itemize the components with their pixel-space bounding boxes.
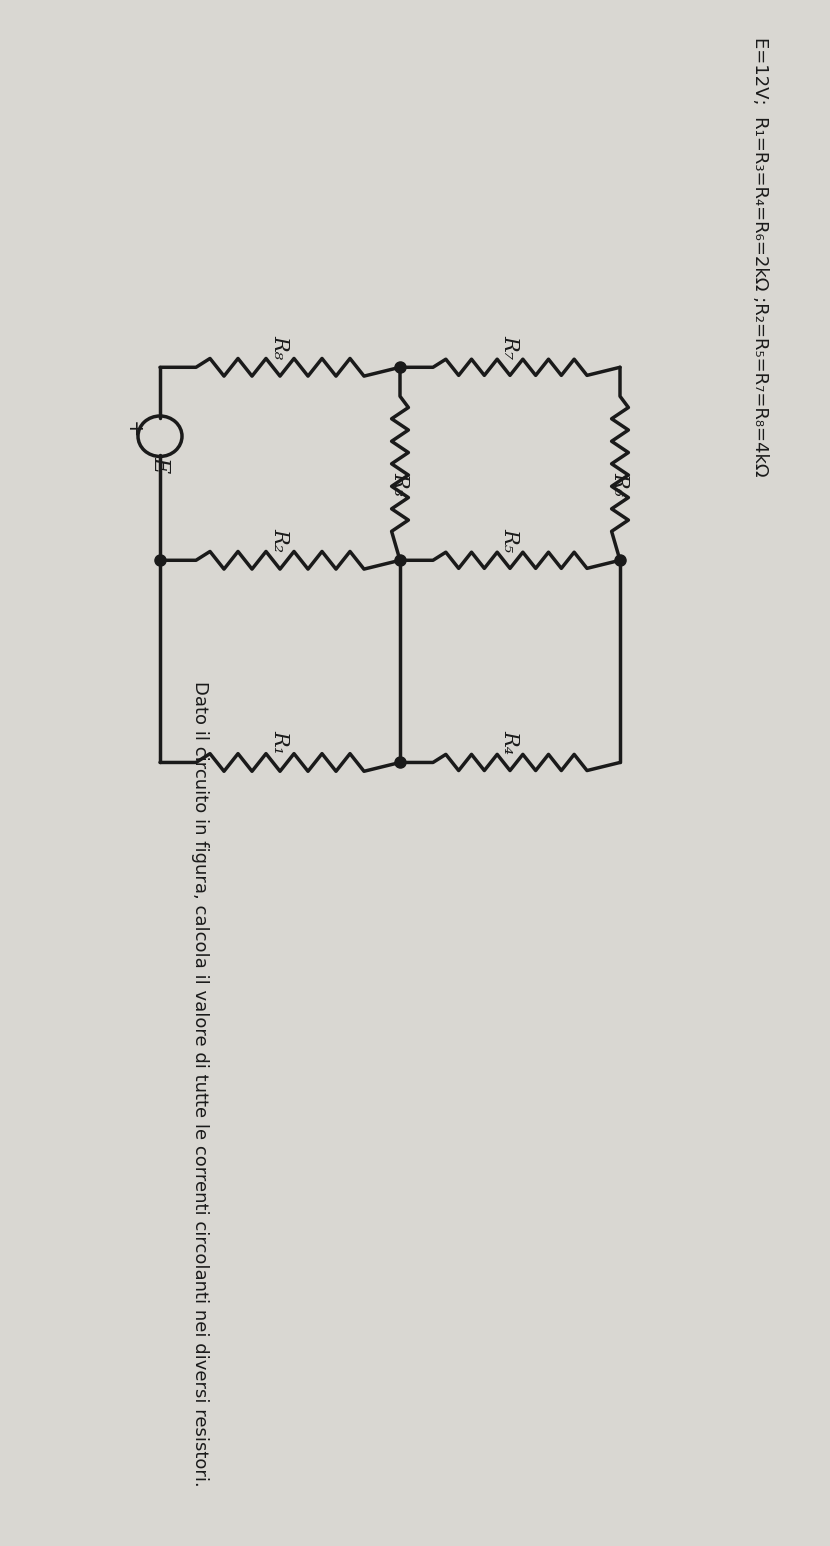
Text: R₆: R₆ (611, 472, 629, 496)
Text: E: E (149, 456, 171, 472)
Text: R₈: R₈ (271, 335, 290, 359)
Text: R₄: R₄ (500, 730, 520, 754)
Text: +: + (123, 422, 143, 439)
Text: R₅: R₅ (500, 529, 520, 552)
Text: R₂: R₂ (271, 529, 290, 552)
Text: Dato il circuito in figura, calcola il valore di tutte le correnti circolanti ne: Dato il circuito in figura, calcola il v… (191, 682, 209, 1487)
Text: R₃: R₃ (390, 472, 409, 496)
Text: E=12V;  R₁=R₃=R₄=R₆=2kΩ ;R₂=R₅=R₇=R₈=4kΩ: E=12V; R₁=R₃=R₄=R₆=2kΩ ;R₂=R₅=R₇=R₈=4kΩ (751, 37, 769, 476)
Text: R₁: R₁ (271, 730, 290, 754)
Text: R₇: R₇ (500, 335, 520, 359)
